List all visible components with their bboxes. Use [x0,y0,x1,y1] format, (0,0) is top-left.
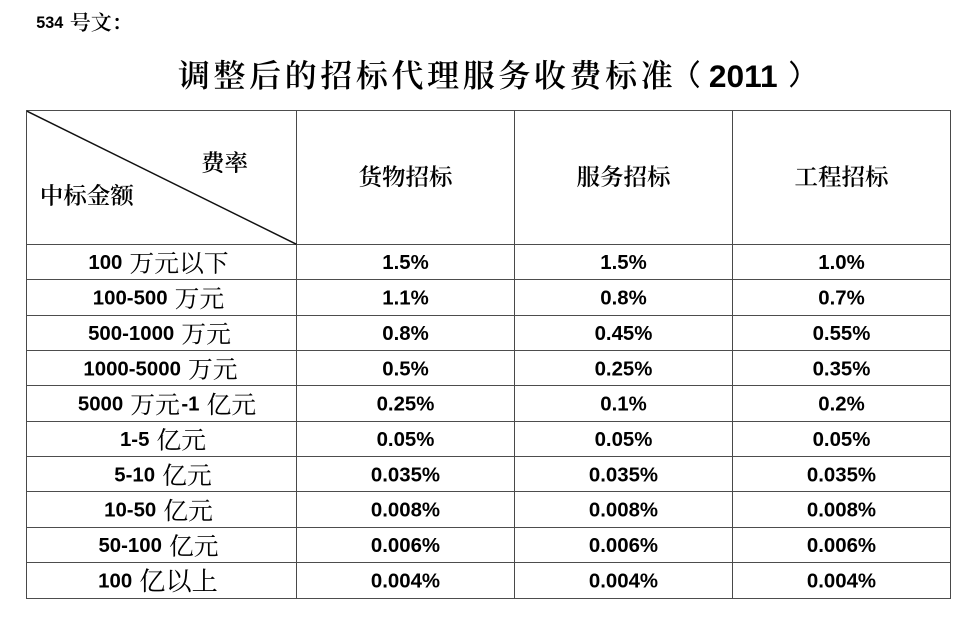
svg-text:50-100: 50-100 [98,535,162,557]
svg-text:10-50: 10-50 [104,500,156,522]
svg-text:0.05%: 0.05% [813,429,871,451]
svg-text:0.05%: 0.05% [377,429,435,451]
svg-text:0.35%: 0.35% [813,358,871,380]
svg-text:2011: 2011 [709,58,778,94]
svg-text:0.8%: 0.8% [382,323,428,345]
svg-text:0.006%: 0.006% [371,535,440,557]
svg-text:-1: -1 [181,394,199,416]
svg-text:1-5: 1-5 [120,429,149,451]
svg-text:0.7%: 0.7% [818,288,864,310]
svg-text:1.0%: 1.0% [818,252,864,274]
svg-text:0.5%: 0.5% [382,358,428,380]
svg-text:1.5%: 1.5% [382,252,428,274]
svg-text:0.05%: 0.05% [595,429,653,451]
svg-text:100: 100 [98,570,132,592]
svg-text:0.006%: 0.006% [807,535,876,557]
svg-text:0.55%: 0.55% [813,323,871,345]
svg-text:1.1%: 1.1% [382,288,428,310]
svg-text:0.45%: 0.45% [595,323,653,345]
svg-text:0.004%: 0.004% [371,570,440,592]
svg-text:0.004%: 0.004% [807,570,876,592]
svg-text:0.8%: 0.8% [600,288,646,310]
svg-text:0.25%: 0.25% [595,358,653,380]
svg-text:0.004%: 0.004% [589,570,658,592]
svg-text:5-10: 5-10 [114,464,155,486]
svg-text:100: 100 [88,252,122,274]
svg-text:0.2%: 0.2% [818,394,864,416]
svg-text:0.035%: 0.035% [371,464,440,486]
svg-text:0.006%: 0.006% [589,535,658,557]
svg-text:0.1%: 0.1% [600,394,646,416]
svg-text:1000-5000: 1000-5000 [83,358,181,380]
svg-text:1.5%: 1.5% [600,252,646,274]
svg-text:100-500: 100-500 [93,288,168,310]
svg-text:500-1000: 500-1000 [88,323,174,345]
svg-text:0.008%: 0.008% [589,500,658,522]
svg-text:0.25%: 0.25% [377,394,435,416]
svg-text:534: 534 [36,14,63,32]
svg-text:5000: 5000 [78,394,123,416]
svg-text:0.008%: 0.008% [371,500,440,522]
svg-text:0.035%: 0.035% [589,464,658,486]
svg-text:0.035%: 0.035% [807,464,876,486]
svg-text:0.008%: 0.008% [807,500,876,522]
